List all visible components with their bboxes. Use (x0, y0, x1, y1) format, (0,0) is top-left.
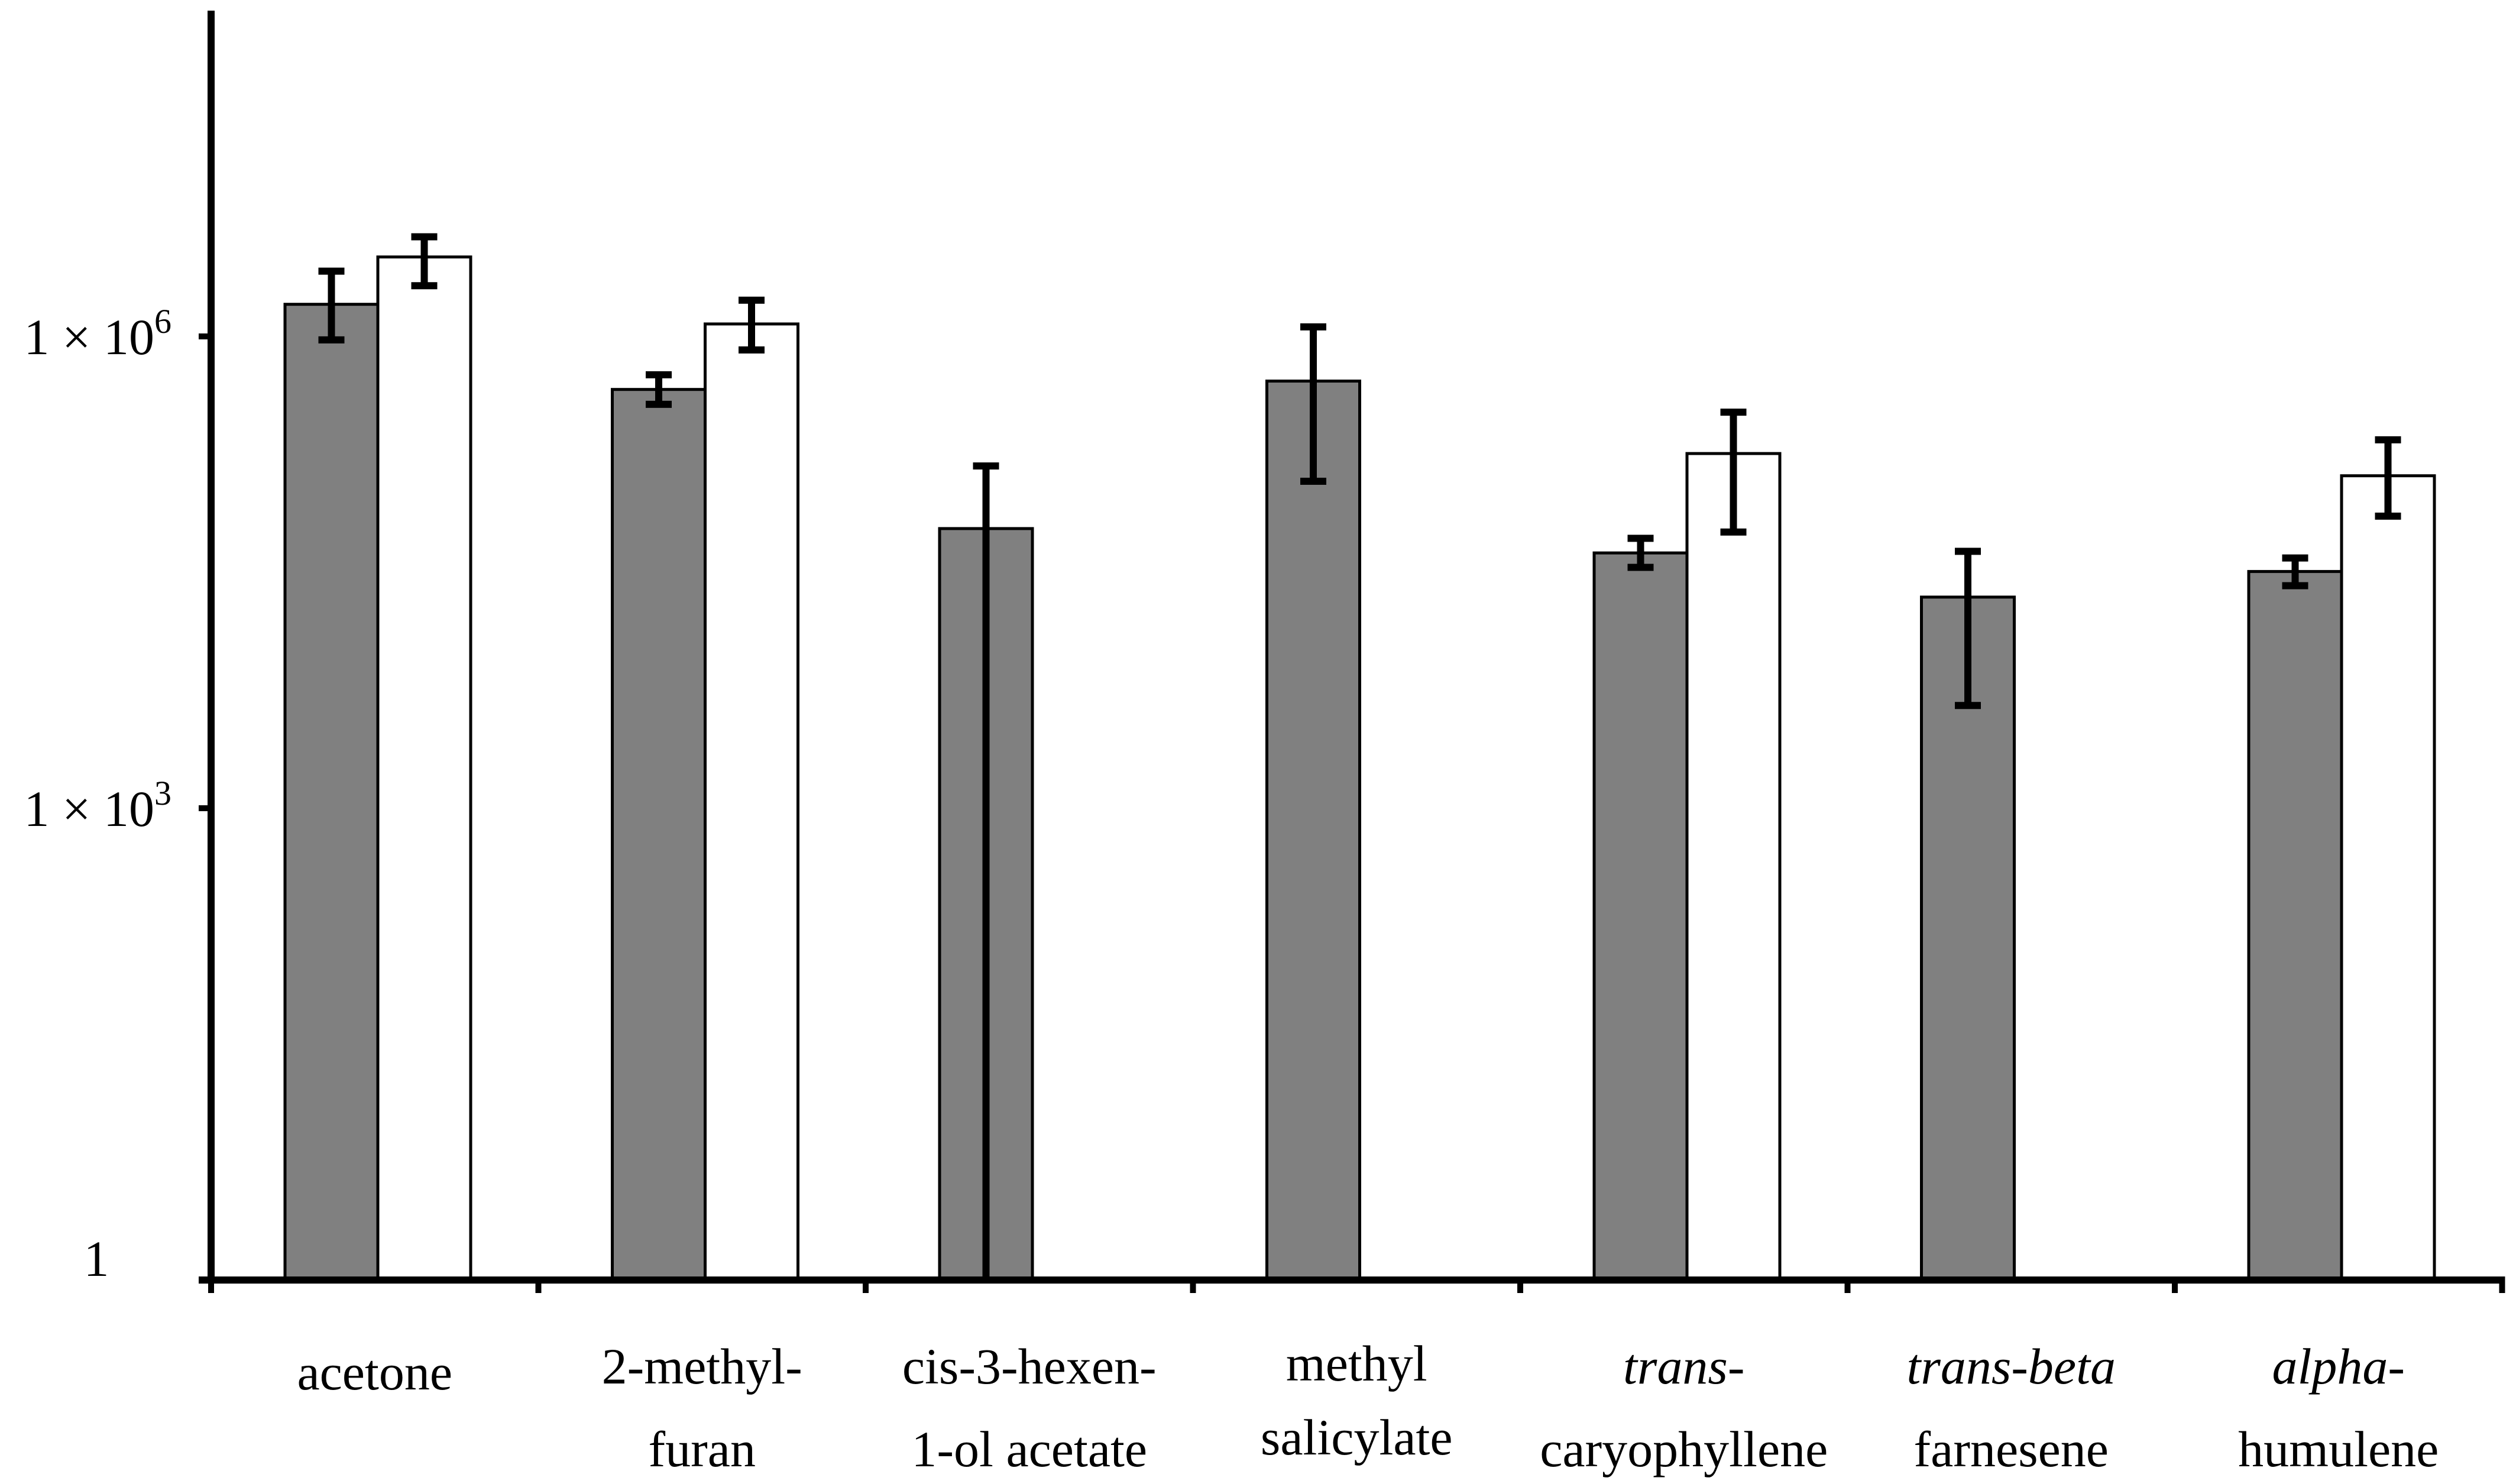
category-label-3-line-1: salicylate (1261, 1409, 1453, 1466)
category-label-5-line-1: farnesene (1914, 1421, 2109, 1477)
y-tick-label-2: 1 × 106 (24, 302, 171, 365)
y-tick-label-1: 1 × 103 (24, 774, 171, 837)
bar-s2-1 (704, 322, 799, 1282)
category-label-6-line-1: humulene (2238, 1421, 2439, 1477)
y-tick-exponent-2: 6 (154, 302, 171, 341)
bar-s2-4 (1685, 452, 1782, 1282)
category-label-6-line-0: alpha- (2272, 1338, 2405, 1395)
bar-s1-3 (1265, 380, 1361, 1282)
bar-s1-6 (2247, 570, 2343, 1282)
bar-s1-0 (283, 303, 380, 1282)
x-category-labels: acetone 2-methyl-furan cis-3-hexen- 1-ol ac… (297, 1335, 2439, 1477)
bar-s2-6 (2340, 474, 2436, 1282)
category-label-5-line-0: trans-beta (1906, 1338, 2116, 1395)
bar-s1-4 (1592, 551, 1689, 1282)
category-label-1-line-1: furan (649, 1421, 756, 1477)
category-label-2-line-1: 1-ol acetate (911, 1421, 1147, 1477)
error-bars-layer (318, 233, 2401, 1280)
category-label-0-line-0: acetone (297, 1344, 452, 1401)
axes-layer (199, 11, 2505, 1293)
category-label-2-line-0: cis-3-hexen- (902, 1338, 1157, 1395)
y-tick-exponent-1: 3 (154, 774, 171, 812)
bar-s1-1 (611, 388, 707, 1282)
category-label-4-line-0: trans- (1623, 1338, 1744, 1395)
y-tick-label-0: 1 (84, 1230, 109, 1287)
bar-s1-5 (1920, 595, 2016, 1282)
bars-layer (283, 255, 2436, 1282)
y-tick-labels: 1 1 × 103 1 × 106 (24, 302, 171, 1287)
category-label-3-line-0: methyl (1286, 1335, 1427, 1392)
category-label-1-line-0: 2-methyl- (602, 1338, 802, 1395)
category-label-4-line-1: caryophyllene (1540, 1421, 1828, 1477)
bar-s2-0 (376, 255, 472, 1282)
